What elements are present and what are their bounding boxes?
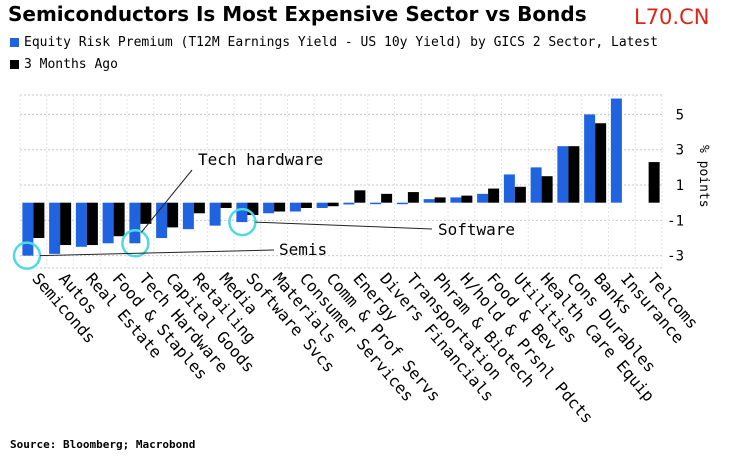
y-tick-label: 5 [676,107,684,123]
bar-latest-utilities [503,174,515,203]
legend-entry-3-months-ago: 3 Months Ago [10,57,118,72]
watermark: L70.CN [634,5,710,29]
legend-swatch-latest [10,38,19,47]
bar-latest-food-staples [102,202,114,244]
bar-latest-transportation [396,202,408,205]
bar-3-months-ago-utilities [514,186,526,203]
legend-label-3-months-ago: 3 Months Ago [24,57,118,72]
bar-3-months-ago-food-bev [488,188,500,203]
bar-3-months-ago-comm-prof-servs [327,202,339,207]
bar-3-months-ago-media [220,202,232,208]
bar-latest-energy [343,202,355,205]
bar-3-months-ago-cons-durables [568,146,580,203]
bar-3-months-ago-semiconds [33,202,45,238]
bar-3-months-ago-transportation [407,192,419,203]
bar-latest-retailing [182,202,194,230]
bar-latest-autos [49,202,61,254]
bar-latest-food-bev [477,193,489,203]
bar-3-months-ago-software-svcs [247,202,259,216]
bar-latest-h-hold-prsnl-pdcts [450,197,462,203]
bar-latest-cons-durables [557,146,569,203]
bar-3-months-ago-tech-hardware [140,202,152,224]
y-tick-label: 3 [676,143,684,159]
bar-latest-insurance [610,98,622,203]
annotation-semis: Semis [279,240,327,259]
annotation-leader-semis [39,249,275,257]
bar-3-months-ago-h-hold-prsnl-pdcts [461,195,473,203]
bar-latest-consumer-services [289,202,301,212]
bar-latest-capital-goods [156,202,168,238]
bar-latest-materials [263,202,275,214]
bar-latest-media [209,202,221,226]
bar-3-months-ago-telcoms [648,162,660,203]
bar-3-months-ago-health-care-equip [541,176,553,203]
source-note: Source: Bloomberg; Macrobond [10,438,196,451]
annotation-leader-software [255,221,433,230]
bar-latest-phram-biotech [423,199,435,203]
y-tick-label: -3 [667,249,684,265]
bar-3-months-ago-retailing [193,202,205,214]
bar-latest-tech-hardware [129,202,141,244]
legend-label-latest: Equity Risk Premium (T12M Earnings Yield… [24,35,658,50]
bar-latest-semiconds [22,202,34,256]
bar-3-months-ago-materials [274,202,286,212]
annotation-leader-tech-hardware [140,169,193,233]
bar-3-months-ago-real-estate [86,202,98,246]
bar-latest-divers-financials [370,202,382,205]
annotation-software: Software [438,220,515,239]
bar-3-months-ago-energy [354,190,366,203]
highlight-circle-tech-hardware [121,229,150,258]
chart-title: Semiconductors Is Most Expensive Sector … [8,2,587,26]
bar-3-months-ago-phram-biotech [434,197,446,203]
bar-latest-comm-prof-servs [316,202,328,208]
bar-latest-health-care-equip [530,167,542,203]
legend-swatch-3-months-ago [10,60,19,69]
bar-3-months-ago-food-staples [113,202,125,237]
bar-3-months-ago-autos [60,202,72,246]
bar-3-months-ago-divers-financials [381,193,393,203]
bar-3-months-ago-consumer-services [300,202,312,208]
bar-latest-software-svcs [236,202,248,223]
legend-entry-latest: Equity Risk Premium (T12M Earnings Yield… [10,35,658,50]
annotation-tech-hardware: Tech hardware [198,150,323,169]
y-tick-label: -1 [667,213,684,229]
bar-3-months-ago-capital-goods [167,202,179,228]
bar-3-months-ago-banks [595,123,607,203]
bar-latest-real-estate [75,202,87,247]
y-tick-label: 1 [676,178,684,194]
y-axis-label: % points [696,145,711,208]
bar-latest-banks [584,114,596,203]
